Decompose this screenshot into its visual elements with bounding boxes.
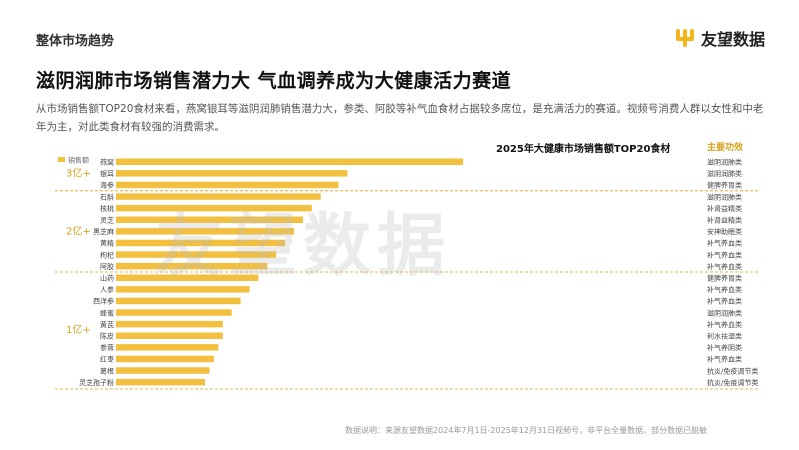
effect-label: 补肾益精类 bbox=[707, 204, 742, 213]
effect-label: 安神助眠类 bbox=[707, 227, 742, 236]
bar bbox=[116, 262, 268, 270]
bar bbox=[116, 332, 223, 339]
bar bbox=[116, 309, 232, 316]
tier-label: 3亿+ bbox=[66, 166, 91, 179]
category-label: 红枣 bbox=[100, 355, 114, 364]
effect-label: 滋阴润肺类 bbox=[707, 169, 742, 178]
bar bbox=[116, 181, 339, 189]
category-label: 参茸 bbox=[100, 343, 114, 352]
brand-logo: 友望数据 bbox=[675, 26, 765, 50]
page-description: 从市场销售额TOP20食材来看，燕窝银耳等滋阴润肺销售潜力大，参类、阿胶等补气血… bbox=[36, 103, 764, 133]
category-label: 枸杞 bbox=[100, 250, 114, 259]
section-title: 整体市场趋势 bbox=[36, 34, 115, 49]
bar bbox=[116, 170, 348, 177]
effect-label: 健脾养胃类 bbox=[707, 181, 742, 190]
category-label: 陈皮 bbox=[100, 332, 114, 341]
effect-label: 补气养阴类 bbox=[707, 343, 742, 352]
category-label: 海参 bbox=[100, 181, 114, 190]
effect-label: 健脾养胃类 bbox=[707, 274, 742, 283]
bar bbox=[116, 274, 259, 281]
effect-label: 滋阴润肺类 bbox=[707, 308, 742, 317]
bar bbox=[116, 378, 205, 386]
bar bbox=[116, 239, 286, 247]
bar bbox=[116, 158, 464, 165]
effect-label: 滋阴润肺类 bbox=[707, 158, 742, 167]
bar bbox=[116, 193, 321, 200]
category-label: 西洋参 bbox=[93, 297, 114, 306]
bar bbox=[116, 286, 250, 293]
effect-label: 补气养血类 bbox=[707, 262, 742, 271]
category-label: 黑芝麻 bbox=[93, 227, 114, 236]
bar bbox=[116, 355, 214, 363]
category-label: 灵芝 bbox=[100, 216, 114, 225]
effect-column-header: 主要功效 bbox=[707, 143, 744, 153]
brand-logo-icon bbox=[675, 29, 694, 47]
bar bbox=[116, 297, 241, 305]
effect-label: 补气养血类 bbox=[707, 239, 742, 248]
category-label: 石斛 bbox=[100, 192, 114, 201]
bar bbox=[116, 344, 219, 351]
effect-label: 补气养血类 bbox=[707, 320, 742, 329]
effect-label: 抗炎/免疫调节类 bbox=[707, 366, 758, 375]
category-label: 蜂蜜 bbox=[100, 308, 114, 317]
category-label: 黄芪 bbox=[100, 320, 114, 329]
effect-label: 补气养血类 bbox=[707, 355, 742, 364]
effect-label: 补气养血类 bbox=[707, 297, 742, 306]
brand-name: 友望数据 bbox=[700, 30, 765, 49]
footnote: 数据说明：来源友望数据2024年7月1日-2025年12月31日视频号，非平台全… bbox=[345, 426, 708, 435]
tier-label: 1亿+ bbox=[66, 323, 91, 336]
effect-label: 抗炎/免疫调节类 bbox=[707, 378, 758, 387]
bar bbox=[116, 320, 223, 328]
category-label: 黄精 bbox=[100, 239, 114, 248]
tier-label: 2亿+ bbox=[66, 224, 91, 237]
bar bbox=[116, 251, 277, 258]
effect-label: 利水祛湿类 bbox=[707, 332, 742, 341]
category-label: 灵芝孢子粉 bbox=[79, 378, 114, 387]
bar bbox=[116, 204, 312, 212]
effect-label: 补气养血类 bbox=[707, 250, 742, 259]
category-label: 银耳 bbox=[100, 169, 114, 178]
effect-label: 滋阴润肺类 bbox=[707, 192, 742, 201]
chart-title: 2025年大健康市场销售额TOP20食材 bbox=[496, 144, 671, 155]
effect-label: 补气养血类 bbox=[707, 285, 742, 294]
category-label: 人参 bbox=[100, 285, 114, 294]
bar bbox=[116, 228, 294, 235]
category-label: 燕窝 bbox=[100, 158, 114, 167]
bar bbox=[116, 367, 210, 374]
category-label: 葛根 bbox=[100, 366, 114, 375]
category-label: 山药 bbox=[100, 274, 114, 283]
legend-swatch bbox=[58, 157, 65, 162]
category-label: 核桃 bbox=[100, 204, 114, 213]
effect-label: 补肾益精类 bbox=[707, 216, 742, 225]
category-label: 阿胶 bbox=[100, 262, 114, 271]
legend-label: 销售额 bbox=[68, 156, 89, 165]
page-headline: 滋阴润肺市场销售潜力大 气血调养成为大健康活力赛道 bbox=[36, 70, 512, 92]
bar bbox=[116, 216, 303, 223]
